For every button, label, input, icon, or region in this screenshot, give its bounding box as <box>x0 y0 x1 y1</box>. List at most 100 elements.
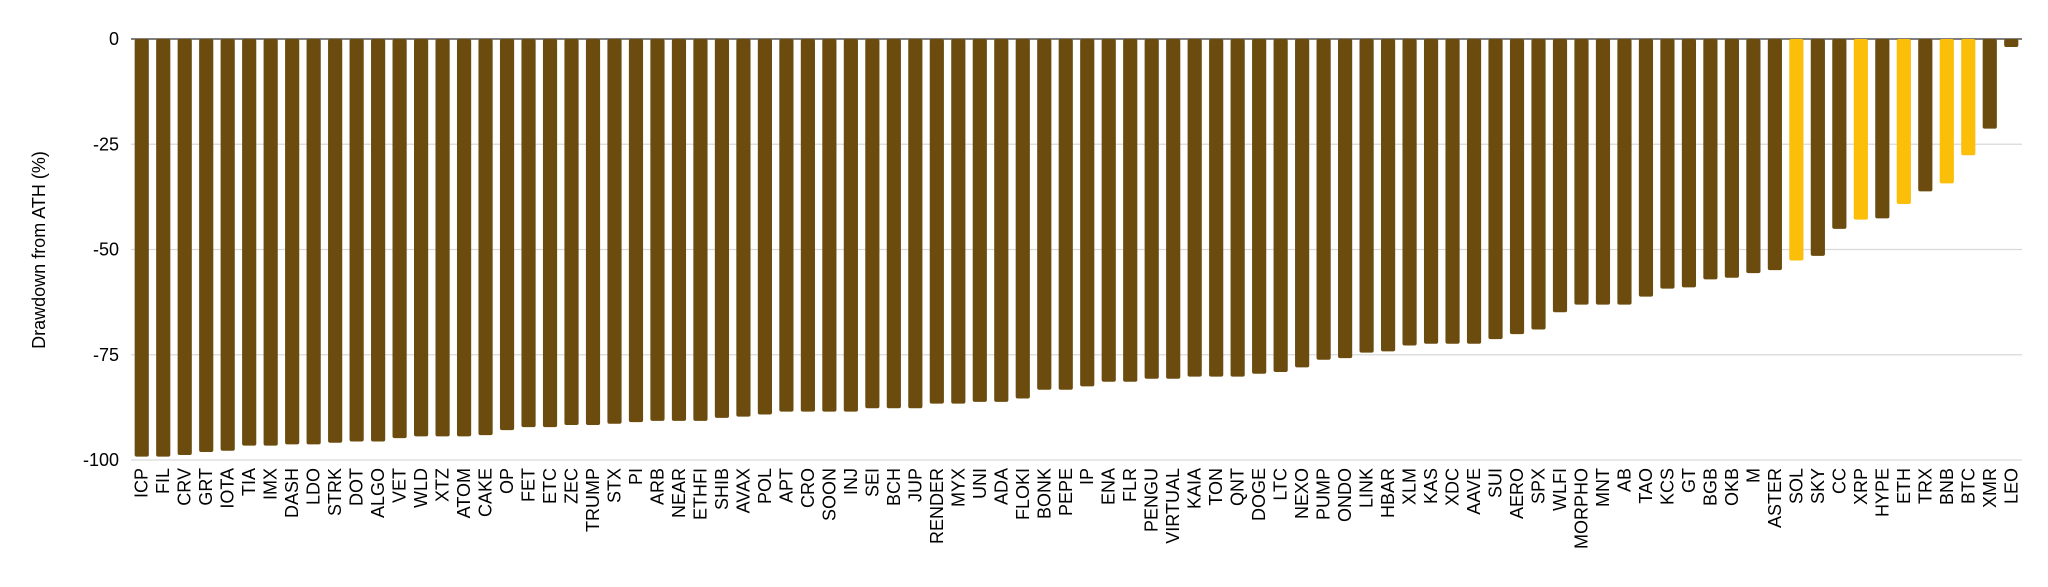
x-tick-label: SOON <box>819 468 839 521</box>
x-tick-label: ALGO <box>368 468 388 518</box>
bar-kcs <box>1660 39 1675 289</box>
x-tick-label: ASTER <box>1765 468 1785 528</box>
x-tick-label: INJ <box>841 468 861 495</box>
x-tick-label: XMR <box>1980 468 2000 508</box>
x-tick-label: DOGE <box>1249 468 1269 521</box>
x-tick-label: ATOM <box>454 468 474 518</box>
bar-cro <box>800 39 815 412</box>
bar-apt <box>779 39 794 412</box>
x-tick-label: ENA <box>1099 468 1119 505</box>
x-tick-label: RENDER <box>927 468 947 544</box>
bar-qnt <box>1230 39 1245 377</box>
x-tick-label: XTZ <box>433 468 453 502</box>
x-axis-ticks: ICP FIL CRV GRT IOTA TIA IMX DASH LDO STRK DOT ALGO… <box>132 468 2022 549</box>
x-tick-label: KCS <box>1657 468 1677 505</box>
y-tick-label: -75 <box>93 345 119 365</box>
bar-hype <box>1875 39 1890 219</box>
x-tick-label: VIRTUAL <box>1163 468 1183 544</box>
bar-wld <box>414 39 429 437</box>
bar-ldo <box>306 39 321 445</box>
x-tick-label: XDC <box>1443 468 1463 506</box>
bar-op <box>499 39 515 431</box>
bar-trx <box>1918 39 1933 192</box>
bar-kaia <box>1187 39 1202 377</box>
x-tick-label: WLFI <box>1550 468 1570 511</box>
bar-aster <box>1767 39 1782 271</box>
x-tick-label: BTC <box>1958 468 1978 504</box>
x-tick-label: AVAX <box>733 468 753 513</box>
bar-wlfi <box>1552 39 1568 313</box>
bar-etc <box>542 39 558 428</box>
bar-eth <box>1896 39 1911 205</box>
bar-ton <box>1209 39 1224 377</box>
bar-iota <box>220 39 235 451</box>
bar-near <box>671 39 687 421</box>
bar-strk <box>328 39 343 443</box>
bar-dash <box>285 39 300 445</box>
x-tick-label: ICP <box>132 468 152 498</box>
bar-myx <box>951 39 966 404</box>
bar-shib <box>714 39 730 418</box>
bar-bonk <box>1037 39 1052 390</box>
bar-xtz <box>435 39 450 437</box>
x-tick-label: LEO <box>2001 468 2021 504</box>
bar-uni <box>972 39 987 402</box>
x-tick-label: PENGU <box>1142 468 1162 532</box>
bar-pepe <box>1058 39 1073 390</box>
bar-aero <box>1509 39 1525 335</box>
bar-ab <box>1617 39 1632 305</box>
x-tick-label: MNT <box>1593 468 1613 507</box>
bar-flr <box>1123 39 1138 382</box>
x-tick-label: STRK <box>325 468 345 516</box>
y-tick-label: 0 <box>109 29 119 49</box>
bar-cc <box>1832 39 1847 229</box>
x-tick-label: ARB <box>647 468 667 505</box>
bar-grt <box>199 39 214 453</box>
x-tick-label: BNB <box>1937 468 1957 505</box>
bar-pengu <box>1144 39 1159 379</box>
x-tick-label: ADA <box>991 468 1011 505</box>
y-tick-label: -100 <box>83 450 119 470</box>
bar-atom <box>456 39 472 437</box>
x-tick-label: SPX <box>1529 468 1549 504</box>
bar-fet <box>521 39 536 428</box>
bar-trump <box>585 39 601 426</box>
bar-avax <box>736 39 751 417</box>
x-tick-label: FET <box>519 468 539 502</box>
bar-xmr <box>1982 39 1997 129</box>
x-tick-label: HYPE <box>1872 468 1892 517</box>
x-tick-label: GRT <box>196 468 216 506</box>
bar-btc <box>1961 39 1976 156</box>
bar-pump <box>1316 39 1331 360</box>
bar-bnb <box>1939 39 1954 184</box>
x-tick-label: AAVE <box>1464 468 1484 515</box>
x-tick-label: APT <box>776 468 796 503</box>
bar-dot <box>349 39 364 442</box>
x-tick-label: JUP <box>905 468 925 502</box>
x-tick-label: CRO <box>798 468 818 508</box>
bar-vet <box>392 39 407 439</box>
bar-zec <box>564 39 579 426</box>
x-tick-label: UNI <box>970 468 990 499</box>
bar-okb <box>1724 39 1739 278</box>
bar-icp <box>134 39 149 457</box>
bar-floki <box>1015 39 1030 399</box>
bar-bgb <box>1703 39 1718 280</box>
x-tick-label: HBAR <box>1378 468 1398 518</box>
bar-xlm <box>1402 39 1417 346</box>
bar-ondo <box>1338 39 1353 359</box>
bars <box>134 39 2019 457</box>
x-tick-label: ETH <box>1894 468 1914 504</box>
x-tick-label: FLOKI <box>1013 468 1033 520</box>
bar-mnt <box>1595 39 1611 305</box>
x-tick-label: TIA <box>239 468 259 496</box>
bar-imx <box>263 39 278 446</box>
bar-jup <box>908 39 923 409</box>
x-tick-label: LDO <box>304 468 324 505</box>
x-tick-label: ETC <box>540 468 560 504</box>
x-tick-label: PUMP <box>1314 468 1334 520</box>
x-tick-label: TRUMP <box>583 468 603 532</box>
bar-ena <box>1101 39 1116 382</box>
x-tick-label: FIL <box>153 468 173 494</box>
